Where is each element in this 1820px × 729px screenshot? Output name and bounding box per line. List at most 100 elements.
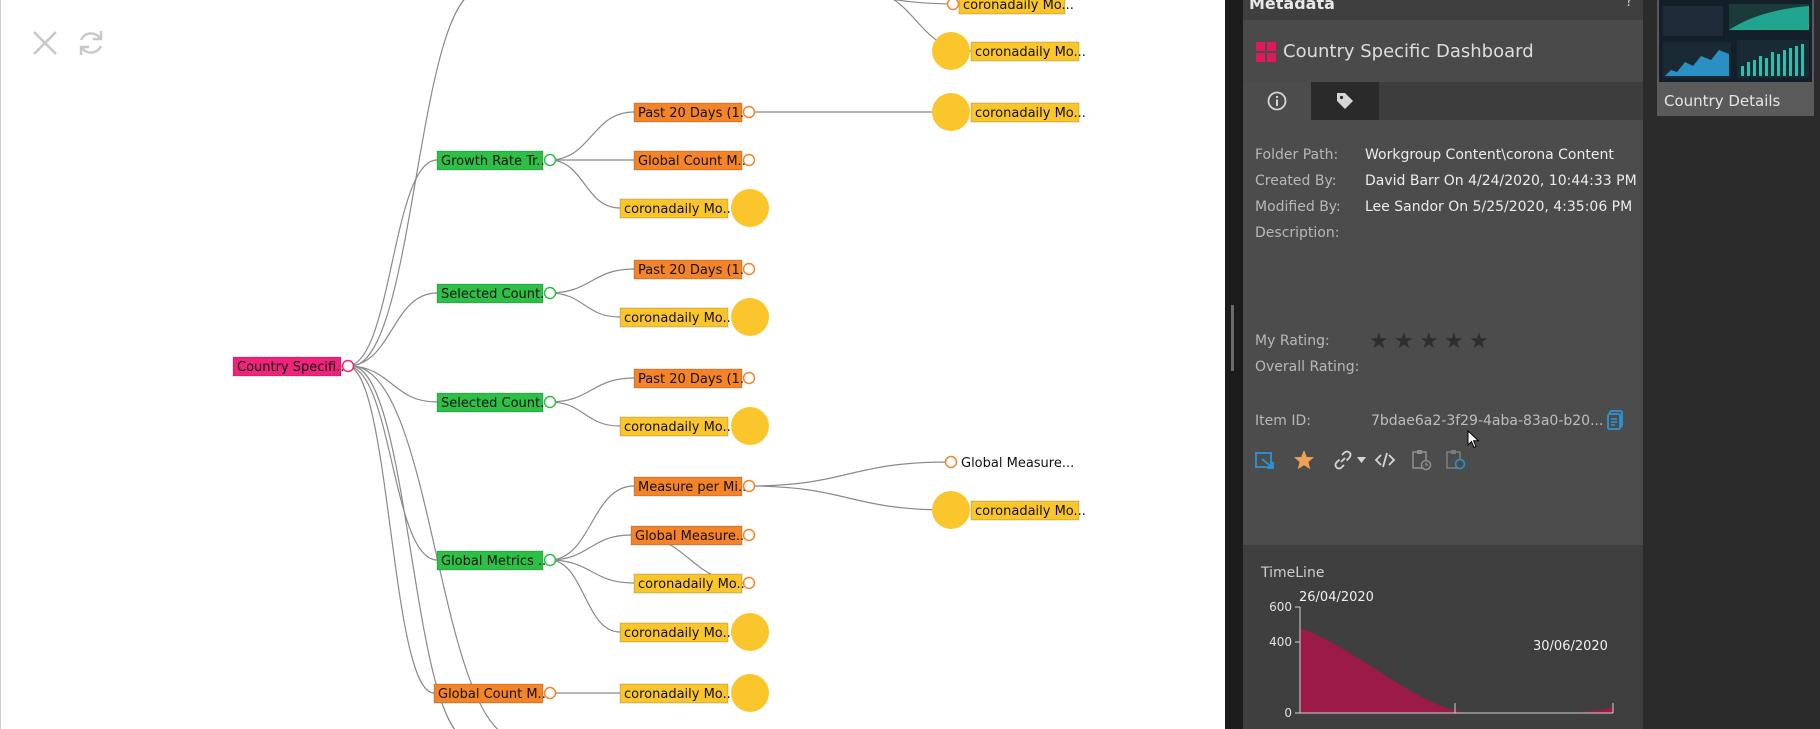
- tree-node-past2[interactable]: Past 20 Days (1...: [633, 259, 756, 280]
- tree-node-label: Global Count M...: [638, 154, 750, 169]
- tree-node-box: [619, 307, 729, 328]
- tree-node-port: [742, 576, 756, 590]
- subscribe-icon[interactable]: [1443, 448, 1467, 472]
- link-icon[interactable]: [1331, 448, 1355, 472]
- tree-edge: [548, 268, 635, 294]
- tree-node-mpm[interactable]: Measure per Mi...: [633, 476, 756, 497]
- tree-node-r_mpm[interactable]: coronadaily Mo...: [932, 491, 1086, 529]
- tree-edge: [548, 377, 635, 403]
- folder-path-value: Workgroup Content\corona Content: [1365, 147, 1614, 163]
- tree-node-topB[interactable]: coronadaily Mo...: [932, 32, 1086, 70]
- tree-node-gmeas[interactable]: Global Measure...: [630, 525, 756, 546]
- link-dropdown-chevron-icon[interactable]: [1357, 457, 1366, 463]
- tree-node-cdm1[interactable]: coronadaily Mo...: [619, 189, 769, 227]
- tree-edge: [346, 365, 435, 694]
- tree-node-label: Global Measure...: [961, 456, 1074, 471]
- refresh-icon[interactable]: [74, 26, 108, 60]
- item-id-value[interactable]: 7bdae6a2-3f29-4aba-83a0-b20...: [1371, 413, 1604, 429]
- tree-node-box: [232, 356, 342, 377]
- tree-node-bubble: [731, 298, 769, 336]
- tree-node-gm_text[interactable]: Global Measure...: [944, 455, 1075, 471]
- metadata-header: Metadata ?: [1243, 0, 1643, 20]
- tree-node-bubble: [932, 93, 970, 131]
- tree-node-box: [970, 102, 1080, 123]
- tree-node-port: [543, 686, 557, 700]
- tree-edge: [548, 559, 621, 633]
- tree-node-past1[interactable]: Past 20 Days (1...: [633, 102, 756, 123]
- tree-node-box: [619, 683, 729, 704]
- tree-node-box: [633, 150, 743, 171]
- tree-node-port: [742, 105, 756, 119]
- metadata-panel: Metadata ? Country Specific Dashboard Fo…: [1243, 0, 1643, 729]
- copy-icon[interactable]: [1605, 409, 1627, 431]
- rating-star-2[interactable]: ★: [1394, 329, 1414, 354]
- tree-node-past3[interactable]: Past 20 Days (1...: [633, 368, 756, 389]
- tree-node-cdm4[interactable]: coronadaily Mo...: [633, 573, 756, 594]
- rating-star-1[interactable]: ★: [1369, 329, 1389, 354]
- lineage-tree: Country Specifi... Growth Rate Tr... Selec…: [232, 0, 1086, 729]
- tree-edge: [346, 292, 438, 367]
- overall-rating-label: Overall Rating:: [1255, 359, 1360, 375]
- tree-node-global[interactable]: Global Metrics ...: [436, 550, 557, 571]
- tree-node-bubble: [731, 407, 769, 445]
- tree-node-sel1[interactable]: Selected Count...: [436, 283, 557, 304]
- tree-edge: [350, 0, 465, 367]
- close-icon[interactable]: [28, 26, 62, 60]
- tree-node-box: [619, 622, 729, 643]
- rating-star-5[interactable]: ★: [1469, 329, 1489, 354]
- tree-node-box: [633, 259, 743, 280]
- tree-node-port: [946, 0, 960, 11]
- tree-node-label: Global Count M...: [438, 687, 550, 702]
- tree-edge: [346, 365, 438, 403]
- description-label: Description:: [1255, 225, 1340, 241]
- tree-node-box: [436, 283, 544, 304]
- schedule-icon[interactable]: [1409, 448, 1433, 472]
- tab-tags[interactable]: [1311, 82, 1379, 120]
- tree-node-cdm3[interactable]: coronadaily Mo...: [619, 407, 769, 445]
- timeline-area: [1300, 628, 1613, 713]
- tree-node-box: [633, 476, 743, 497]
- tree-node-gcount2[interactable]: Global Count M...: [433, 683, 557, 704]
- tree-node-growth[interactable]: Growth Rate Tr...: [436, 150, 557, 171]
- help-icon[interactable]: ?: [1625, 0, 1633, 10]
- tree-node-port: [543, 553, 557, 567]
- tree-node-topA[interactable]: coronadaily Mo...: [946, 0, 1074, 15]
- tree-node-port: [543, 286, 557, 300]
- created-by-value: David Barr On 4/24/2020, 10:44:33 PM: [1365, 173, 1637, 189]
- tree-node-box: [436, 392, 544, 413]
- tree-node-box: [633, 368, 743, 389]
- tree-node-cdm2[interactable]: coronadaily Mo...: [619, 298, 769, 336]
- thumbnail-label: Country Details: [1664, 92, 1781, 110]
- tab-info[interactable]: [1243, 82, 1311, 120]
- tree-node-bubble: [731, 674, 769, 712]
- timeline-chart: 600 400 0 26/04/2020 30/06/2020: [1269, 590, 1614, 720]
- tree-node-cdm5[interactable]: coronadaily Mo...: [619, 613, 769, 651]
- splitter-grip[interactable]: [1231, 305, 1234, 371]
- mouse-cursor-icon: [1467, 430, 1480, 449]
- tree-node-gcount1[interactable]: Global Count M...: [633, 150, 756, 171]
- tree-node-cdm6[interactable]: coronadaily Mo...: [619, 674, 769, 712]
- thumbnail-card-country-details[interactable]: Country Details: [1657, 0, 1814, 116]
- open-icon[interactable]: [1253, 448, 1277, 472]
- dashboard-thumbnail-image: [1659, 0, 1812, 82]
- rating-star-4[interactable]: ★: [1444, 329, 1464, 354]
- tree-edge: [548, 159, 621, 209]
- timeline-start-label: 26/04/2020: [1299, 590, 1374, 605]
- tree-node-label: Selected Count...: [441, 396, 553, 411]
- tree-node-port: [543, 153, 557, 167]
- tree-node-r_past1[interactable]: coronadaily Mo...: [932, 93, 1086, 131]
- lineage-tree-canvas[interactable]: Country Specifi... Growth Rate Tr... Selec…: [0, 0, 1225, 729]
- folder-path-label: Folder Path:: [1255, 147, 1339, 163]
- tree-node-label: coronadaily Mo...: [624, 202, 735, 217]
- embed-code-icon[interactable]: [1373, 448, 1397, 472]
- tree-node-root[interactable]: Country Specifi...: [232, 356, 355, 377]
- tree-node-box: [619, 198, 729, 219]
- rating-star-3[interactable]: ★: [1419, 329, 1439, 354]
- tree-node-sel2[interactable]: Selected Count...: [436, 392, 557, 413]
- tree-edge: [346, 365, 438, 561]
- panel-splitter[interactable]: [1225, 0, 1243, 729]
- tree-node-port: [742, 479, 756, 493]
- tree-node-port: [742, 262, 756, 276]
- favorite-icon[interactable]: [1292, 448, 1316, 472]
- tree-node-label: Measure per Mi...: [638, 480, 750, 495]
